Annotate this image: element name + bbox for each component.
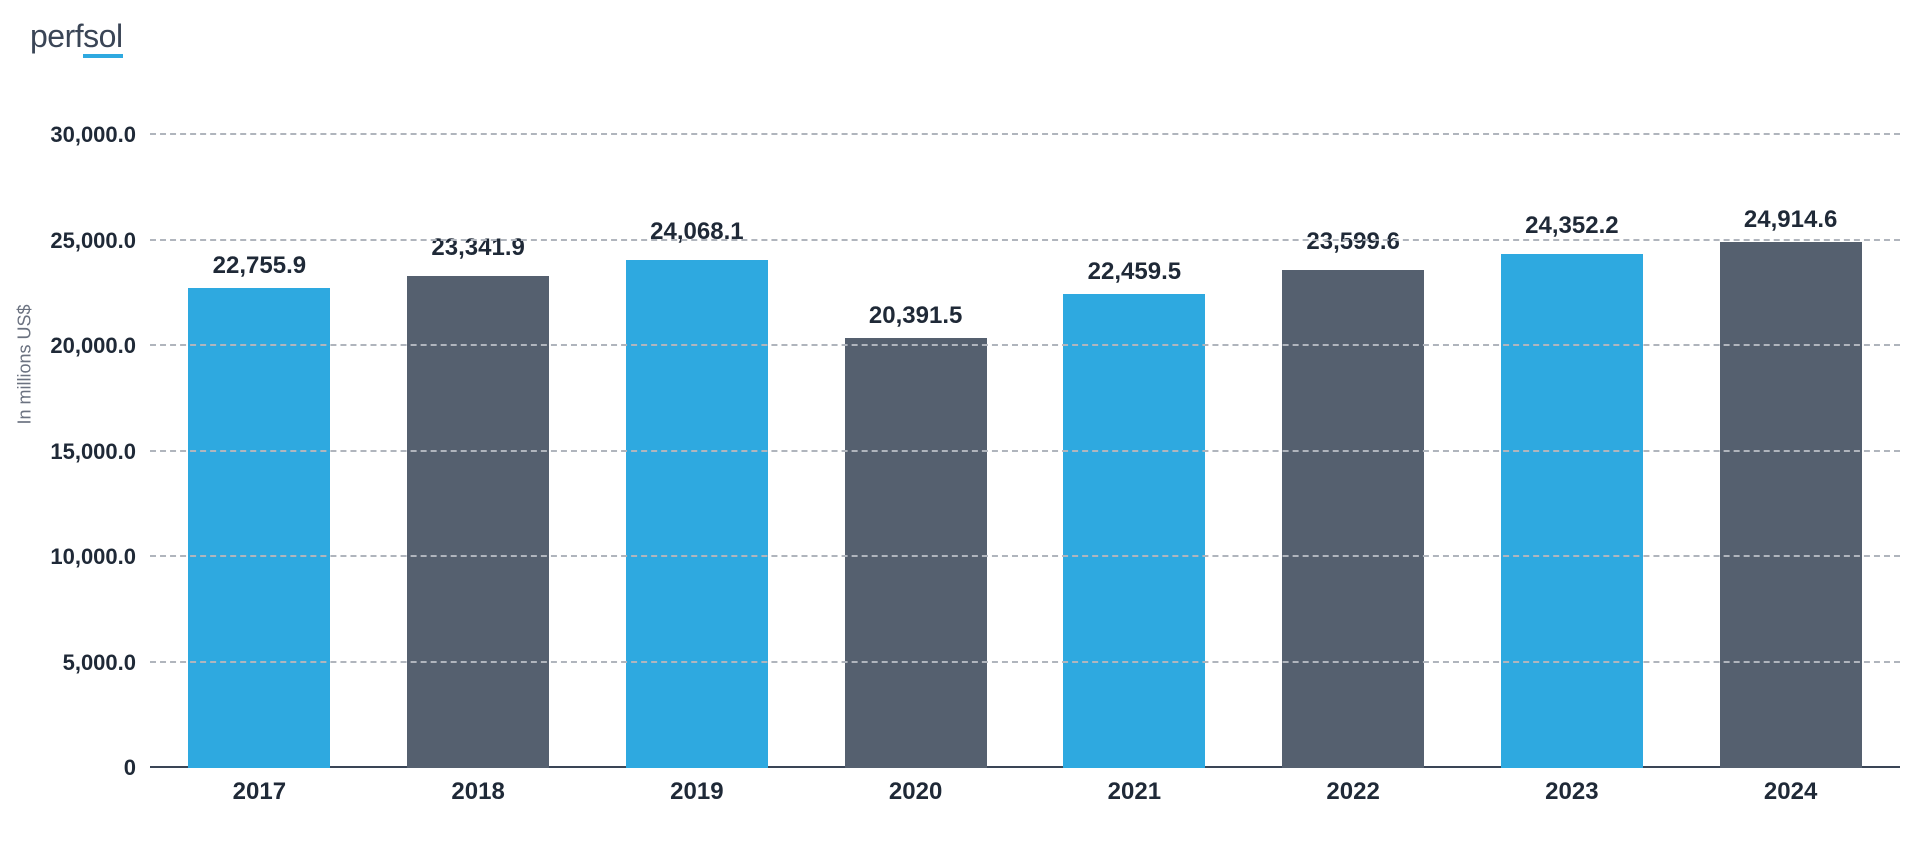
bar-value-label: 24,352.2 (1501, 196, 1643, 254)
bar-slot: 22,755.9 (150, 135, 369, 768)
gridline (150, 450, 1900, 452)
bar-slot: 22,459.5 (1025, 135, 1244, 768)
y-tick-label: 30,000.0 (50, 122, 136, 148)
x-tick-label: 2017 (150, 768, 369, 813)
y-tick-label: 15,000.0 (50, 439, 136, 465)
x-tick-label: 2024 (1681, 768, 1900, 813)
y-axis-label: In millions US$ (15, 304, 36, 424)
gridline (150, 344, 1900, 346)
bar-slot: 24,068.1 (588, 135, 807, 768)
bars-container: 22,755.9 23,341.9 24,068.1 20,391.5 22,459.5… (150, 135, 1900, 768)
bar-value-label: 24,068.1 (626, 202, 768, 260)
y-tick-label: 10,000.0 (50, 544, 136, 570)
logo: perfsol (30, 18, 123, 55)
x-tick-label: 2020 (806, 768, 1025, 813)
bar: 24,914.6 (1720, 242, 1862, 768)
bar-value-label: 23,341.9 (407, 218, 549, 276)
logo-suffix: sol (83, 18, 122, 55)
x-tick-label: 2019 (588, 768, 807, 813)
bar-slot: 23,341.9 (369, 135, 588, 768)
bar-slot: 24,914.6 (1681, 135, 1900, 768)
gridline (150, 555, 1900, 557)
y-tick-label: 25,000.0 (50, 228, 136, 254)
bar: 23,599.6 (1282, 212, 1424, 768)
bar-slot: 24,352.2 (1463, 135, 1682, 768)
bar: 20,391.5 (845, 338, 987, 768)
bar-slot: 23,599.6 (1244, 135, 1463, 768)
x-tick-label: 2023 (1463, 768, 1682, 813)
bar: 22,459.5 (1063, 294, 1205, 768)
bar-value-label: 20,391.5 (869, 302, 962, 338)
bar: 23,341.9 (407, 218, 549, 769)
bar: 24,352.2 (1501, 196, 1643, 768)
bar-fill (626, 260, 768, 768)
bar-value-label: 22,755.9 (213, 252, 306, 288)
bar-value-label: 22,459.5 (1088, 258, 1181, 294)
bar-fill (407, 276, 549, 769)
bar-chart: In millions US$ 22,755.923,341.924,068.1… (55, 135, 1900, 813)
x-tick-label: 2021 (1025, 768, 1244, 813)
plot-area: 22,755.9 23,341.9 24,068.1 20,391.5 22,459.5… (150, 135, 1900, 768)
gridline (150, 239, 1900, 241)
bar: 24,068.1 (626, 202, 768, 768)
gridline (150, 133, 1900, 135)
bar-value-label: 23,599.6 (1282, 212, 1424, 270)
gridline (150, 661, 1900, 663)
bar-slot: 20,391.5 (806, 135, 1025, 768)
bar-fill (1501, 254, 1643, 768)
y-tick-label: 0 (124, 755, 136, 781)
bar-value-label: 24,914.6 (1744, 206, 1837, 242)
x-axis-labels: 20172018201920202021202220232024 (150, 768, 1900, 813)
bar: 22,755.9 (188, 288, 330, 768)
logo-prefix: perf (30, 18, 83, 54)
x-tick-label: 2018 (369, 768, 588, 813)
y-tick-label: 20,000.0 (50, 333, 136, 359)
y-tick-label: 5,000.0 (63, 650, 136, 676)
x-tick-label: 2022 (1244, 768, 1463, 813)
